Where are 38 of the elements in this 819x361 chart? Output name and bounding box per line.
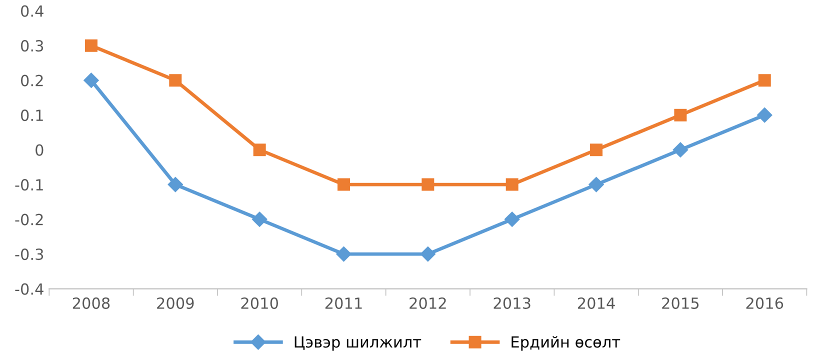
- point: [422, 178, 434, 191]
- point: [252, 212, 268, 227]
- x-tick-label: 2015: [662, 297, 699, 309]
- point: [672, 142, 688, 158]
- y-tick-label: -0.4: [15, 283, 44, 295]
- x-tick-label: 2016: [746, 297, 784, 309]
- y-tick-label: 0.3: [20, 40, 44, 52]
- y-tick-label: -0.3: [15, 248, 44, 260]
- y-tick-label: -0.1: [15, 179, 43, 191]
- y-tick-label: 0.2: [20, 74, 43, 86]
- point: [84, 39, 98, 52]
- point: [590, 144, 603, 156]
- point: [506, 178, 518, 191]
- x-tick-label: 2012: [410, 297, 446, 309]
- point: [420, 246, 436, 262]
- x-tick-label: 2013: [494, 297, 530, 309]
- x-tick-label: 2014: [578, 297, 615, 309]
- point: [168, 176, 183, 192]
- y-tick-label: 0.1: [20, 110, 43, 122]
- legend-label: Цэвэр шилжилт: [294, 336, 422, 351]
- point: [169, 74, 182, 87]
- legend-label: Ердийн өсөлт: [512, 336, 620, 351]
- y-tick-label: 0: [36, 144, 44, 156]
- x-tick-label: 2010: [241, 297, 278, 309]
- point: [674, 108, 687, 122]
- x-tick-label: 2008: [72, 297, 110, 309]
- y-tick-label: -0.2: [15, 214, 43, 226]
- x-tick-label: 2009: [157, 297, 194, 309]
- point: [588, 176, 604, 192]
- point: [504, 212, 520, 227]
- point: [758, 74, 771, 87]
- point: [338, 178, 350, 191]
- y-tick-label: 0.4: [20, 5, 44, 17]
- point: [336, 246, 352, 262]
- point: [757, 108, 772, 123]
- x-tick-label: 2011: [325, 297, 362, 309]
- point: [253, 144, 266, 156]
- point: [84, 72, 99, 88]
